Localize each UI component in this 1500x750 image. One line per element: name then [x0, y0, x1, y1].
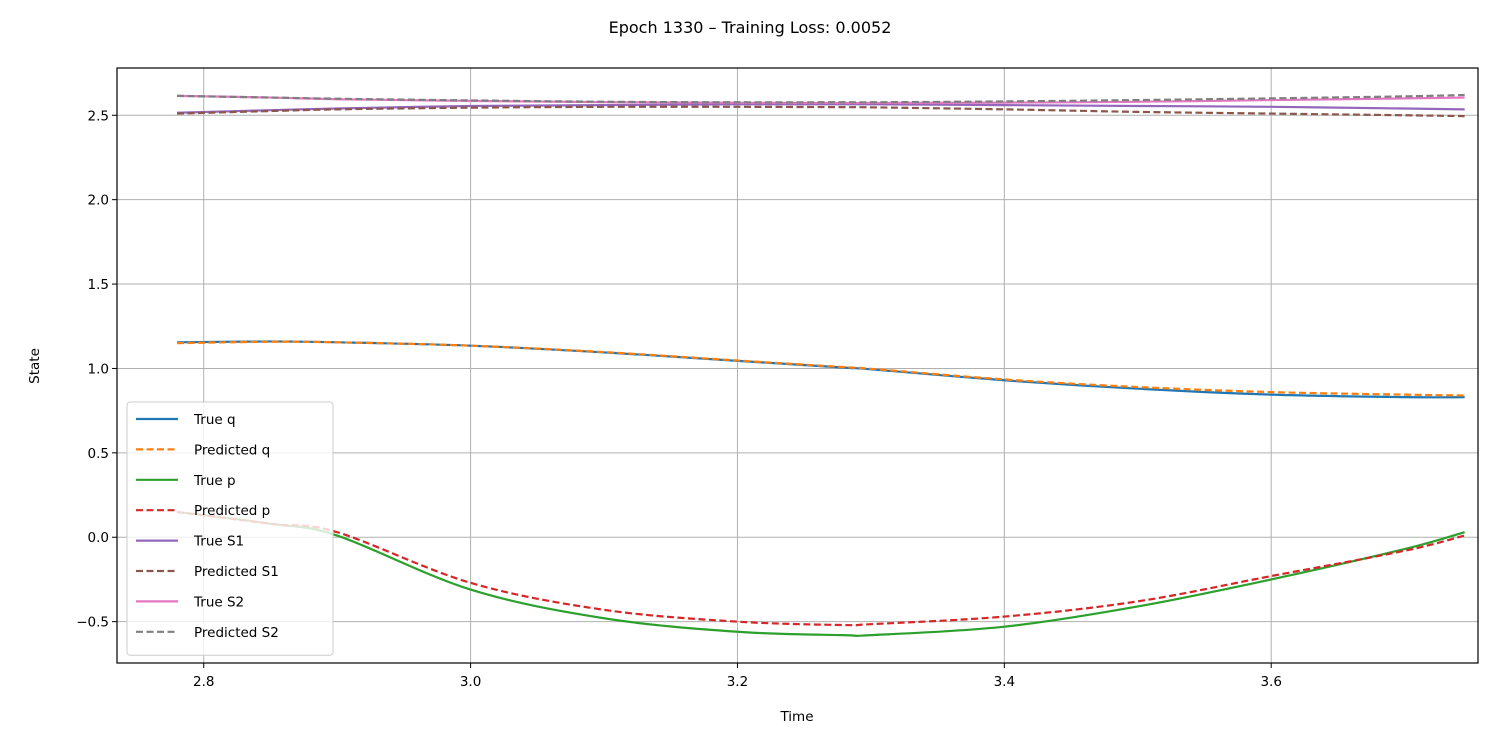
y-tick-label: 1.0 [88, 361, 109, 377]
legend-label-predicted-p: Predicted p [194, 503, 270, 519]
chart-title: Epoch 1330 – Training Loss: 0.0052 [609, 18, 892, 37]
x-tick-label: 3.2 [727, 674, 748, 690]
x-tick-label: 3.0 [460, 674, 481, 690]
series-line-predicted-p [176, 510, 1465, 627]
legend: True q Predicted q True p Predicted p True S… [126, 401, 334, 656]
plot-area-frame [116, 67, 1479, 664]
y-tick-label: 2.0 [88, 193, 109, 209]
y-tick-label: 0.5 [88, 446, 109, 462]
x-tick-label: 3.6 [1260, 674, 1281, 690]
y-tick-label: 2.5 [88, 108, 109, 124]
x-tick-label: 2.8 [193, 674, 214, 690]
y-axis-label: State [27, 348, 43, 384]
series-line-true-p [176, 510, 1465, 638]
series-line-true-s1 [177, 103, 1465, 114]
series-line-predicted-s1 [177, 105, 1465, 118]
legend-box [126, 401, 334, 656]
series-line-predicted-s2 [177, 93, 1465, 104]
legend-label-true-q: True q [193, 412, 236, 428]
legend-label-true-s2: True S2 [193, 594, 244, 610]
y-tick-label: 0.0 [88, 530, 109, 546]
axis-ticks: 2.8 3.0 3.2 3.4 3.6 −0.5 0.0 0.5 1.0 1.5 2.0 2.5 [76, 108, 1282, 690]
y-tick-label: 1.5 [88, 277, 109, 293]
legend-label-predicted-s2: Predicted S2 [194, 625, 279, 641]
legend-label-true-s1: True S1 [193, 534, 244, 550]
legend-label-predicted-s1: Predicted S1 [194, 564, 279, 580]
y-tick-label: −0.5 [76, 615, 109, 631]
series-lines [176, 93, 1465, 638]
legend-label-true-p: True p [193, 473, 236, 489]
grid-lines [117, 68, 1478, 663]
series-line-predicted-q [177, 340, 1465, 397]
legend-label-predicted-q: Predicted q [194, 442, 270, 458]
x-tick-label: 3.4 [994, 674, 1015, 690]
x-axis-label: Time [779, 709, 813, 725]
